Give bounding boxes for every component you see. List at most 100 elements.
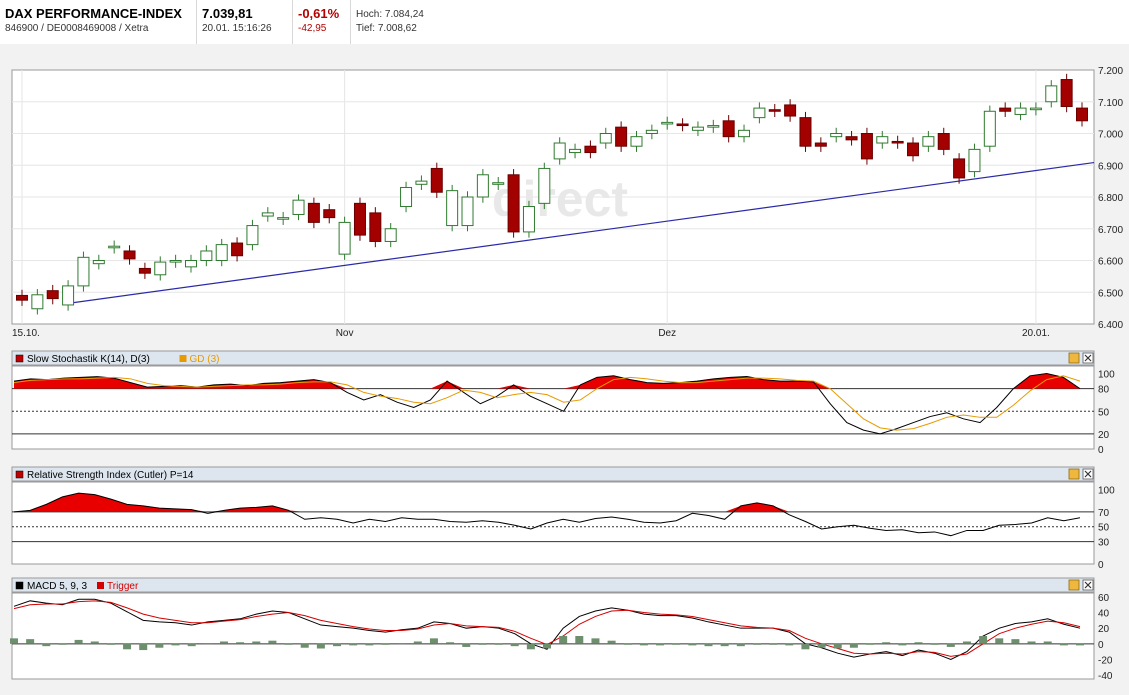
macd-histogram-bar [478,643,487,645]
candle-up [922,136,935,147]
macd-histogram-bar [58,643,67,645]
candle-up [476,174,489,198]
candle-up [184,260,197,268]
macd-histogram-bar [801,643,810,650]
candle-down [1076,107,1088,122]
candle-up [62,285,75,306]
candle-up [569,148,582,154]
indicator-y-tick-label: 70 [1098,508,1110,519]
candle-down [507,174,520,233]
candle-down [138,267,151,274]
candle-up [553,142,566,160]
overbought-fill [14,373,1080,389]
macd-histogram-bar [316,643,325,649]
close-icon [1084,581,1092,589]
macd-histogram-bar [349,643,358,646]
macd-histogram-bar [494,643,503,645]
candle-up [630,136,643,147]
trend-line [68,161,1095,304]
candle-up [169,260,182,263]
panel-close-button[interactable] [1082,579,1094,591]
macd-histogram-bar [930,643,939,645]
candle-down [891,140,904,144]
candle-down [615,126,628,147]
macd-histogram-bar [333,643,342,647]
indicator-y-tick-label: 50 [1098,523,1110,534]
macd-histogram-bar [833,643,842,649]
quote-datetime: 20.01. 15:16:26 [202,23,272,34]
indicator-y-tick-label: 0 [1098,640,1104,651]
macd-histogram-bar [74,639,83,644]
indicator-plot-frame [11,481,1095,565]
candle-up [538,167,551,204]
indicator-y-tick-label: 100 [1098,485,1115,496]
indicator-y-tick-label: 20 [1098,624,1110,635]
price-y-tick-label: 6.700 [1098,225,1123,236]
indicator-series-line [13,598,1081,660]
macd-histogram-bar [914,642,923,644]
candle-up [599,133,612,144]
candle-up [415,180,428,185]
candle-down [799,117,812,147]
indicator-y-tick-label: 30 [1098,538,1110,549]
candle-up [338,221,351,255]
indicator-y-tick-label: 20 [1098,430,1110,441]
panel-settings-button[interactable] [1068,468,1080,480]
indicator-y-tick-label: 40 [1098,609,1110,620]
panel-settings-button[interactable] [1068,352,1080,364]
candle-down [353,202,366,236]
candle-up [1045,85,1058,103]
macd-histogram-bar [155,643,164,648]
macd-histogram-bar [688,643,697,646]
macd-histogram-bar [236,642,245,644]
panel-close-button[interactable] [1082,352,1094,364]
legend-label: GD (3) [190,354,220,365]
candle-down [937,133,950,150]
macd-histogram-bar [849,643,858,648]
macd-histogram-bar [252,641,261,644]
candle-up [1014,107,1027,115]
panel-close-button[interactable] [1082,468,1094,480]
macd-histogram-bar [1027,641,1036,644]
indicator-series-line [13,492,1081,537]
macd-histogram-bar [607,640,616,644]
price-y-tick-label: 6.500 [1098,288,1123,299]
candle-down [123,250,136,260]
candle-down [1060,79,1073,108]
macd-histogram-bar [898,643,907,646]
macd-histogram-bar [672,643,681,645]
candle-up [384,228,397,242]
macd-histogram-bar [526,643,535,650]
instrument-title: DAX PERFORMANCE-INDEX [5,6,182,21]
macd-histogram-bar [429,638,438,644]
macd-histogram-bar [219,641,228,644]
candle-down [430,167,443,193]
macd-histogram-bar [639,643,648,646]
indicator-title-bar [11,577,1095,593]
candle-up [645,129,658,134]
candle-down [768,109,781,112]
macd-histogram-bar [90,641,99,644]
macd-histogram-bar [995,638,1004,644]
candle-up [292,199,305,215]
candle-down [845,136,858,141]
legend-swatch [15,581,24,590]
candle-up [1029,107,1042,111]
legend-swatch [97,582,104,589]
macd-histogram-bar [769,643,778,645]
candle-down [676,123,689,127]
day-high: Hoch: 7.084,24 [356,9,424,20]
indicator-title-bar [11,350,1095,366]
macd-histogram-bar [882,642,891,644]
candle-down [307,202,320,223]
candle-down [369,212,382,242]
candle-up [108,245,121,249]
candle-up [738,129,751,138]
candle-up [492,182,505,185]
macd-histogram-bar [413,641,422,644]
instrument-id: 846900 / DE0008469008 / Xetra [5,23,149,34]
price-x-tick-label: Nov [336,328,354,339]
candle-up [522,206,535,233]
macd-histogram-bar [397,643,406,645]
panel-settings-button[interactable] [1068,579,1080,591]
